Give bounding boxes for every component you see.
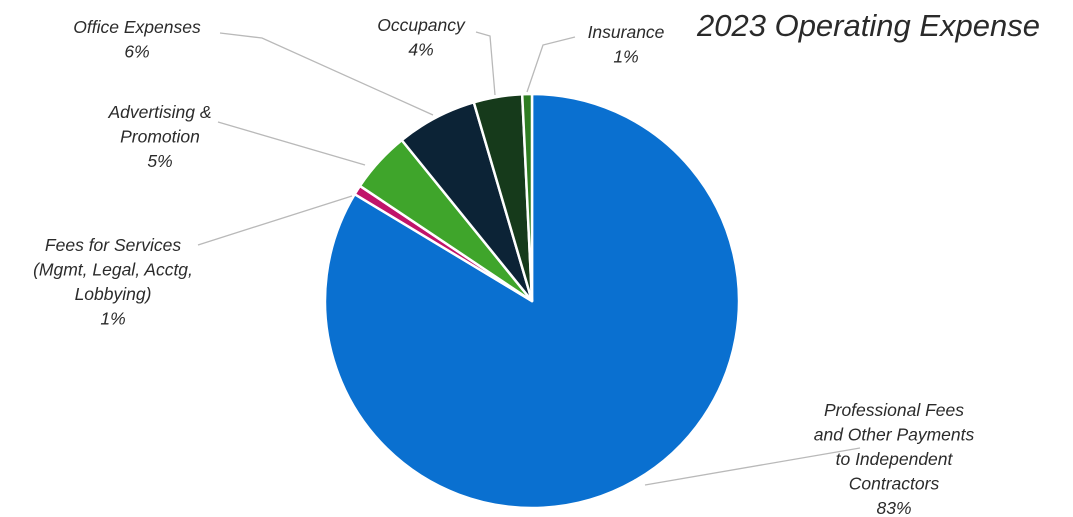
pie-slice-insurance <box>520 92 534 303</box>
slice-name-line: Fees for Services <box>45 235 181 255</box>
slice-name-line: Advertising & <box>107 102 211 122</box>
chart-title: 2023 Operating Expense <box>696 8 1040 43</box>
leader-line-insurance <box>526 36 576 93</box>
slice-percent-professional-fees: 83% <box>876 498 911 517</box>
leader-line-advertising-promotion <box>217 121 366 166</box>
leader-line-occupancy <box>475 31 496 96</box>
slice-percent-fees-for-services: 1% <box>100 309 125 329</box>
slice-name-line: Lobbying) <box>75 284 152 304</box>
slice-name-line: and Other Payments <box>814 425 975 445</box>
slice-percent-insurance: 1% <box>613 47 638 67</box>
slice-percent-advertising-promotion: 5% <box>147 151 172 171</box>
leader-line-office-expenses <box>219 32 434 116</box>
slice-label-professional-fees: Professional Fees and Other Payments to In… <box>814 400 975 517</box>
slice-labels: Professional Fees and Other Payments to In… <box>33 15 974 517</box>
slice-name-line: Occupancy <box>377 15 466 35</box>
slice-label-insurance: Insurance 1% <box>588 22 665 67</box>
slice-label-occupancy: Occupancy 4% <box>377 15 466 60</box>
slice-name-line: Promotion <box>120 127 200 147</box>
slice-name-line: (Mgmt, Legal, Acctg, <box>33 260 193 280</box>
leader-lines <box>197 31 861 486</box>
slice-label-fees-for-services: Fees for Services (Mgmt, Legal, Acctg, Lob… <box>33 235 193 329</box>
leader-line-professional-fees <box>644 447 861 486</box>
slice-name-line: Professional Fees <box>824 400 964 420</box>
pie-slices <box>323 92 741 510</box>
slice-percent-occupancy: 4% <box>408 40 433 60</box>
slice-name-line: Office Expenses <box>73 17 201 37</box>
leader-line-fees-for-services <box>197 195 353 246</box>
slice-name-line: Insurance <box>588 22 665 42</box>
slice-name-line: Contractors <box>849 474 940 494</box>
slice-label-advertising-promotion: Advertising & Promotion 5% <box>107 102 211 171</box>
slice-percent-office-expenses: 6% <box>124 42 149 62</box>
slice-name-line: to Independent <box>836 449 954 469</box>
slice-label-office-expenses: Office Expenses 6% <box>73 17 201 62</box>
